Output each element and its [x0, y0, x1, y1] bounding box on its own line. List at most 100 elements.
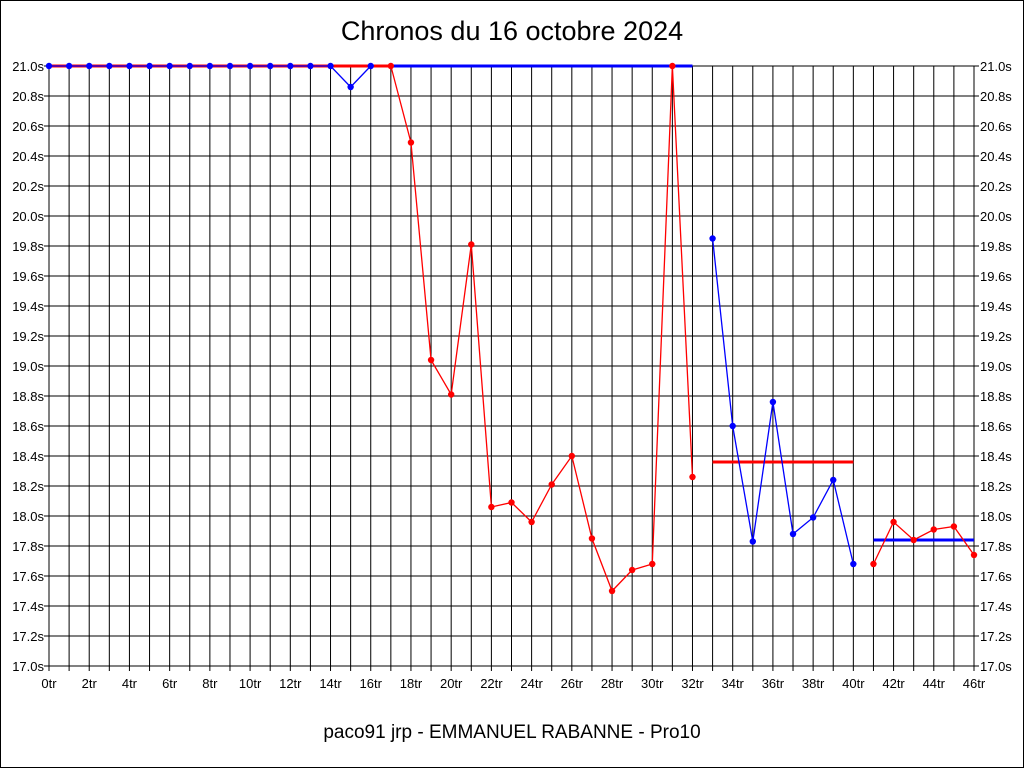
data-point [146, 62, 153, 70]
data-point [769, 398, 777, 406]
data-point [608, 587, 616, 595]
series-line-2 [390, 65, 694, 593]
y-tick-label-left: 18.8s [12, 389, 44, 404]
x-tick-label: 46tr [963, 676, 986, 691]
y-tick-label-left: 17.0s [12, 659, 44, 674]
data-point [407, 139, 415, 146]
data-point [689, 473, 696, 481]
data-point [86, 62, 93, 70]
y-tick-label-left: 18.2s [12, 479, 44, 494]
data-point [206, 62, 214, 70]
x-tick-label: 12tr [279, 676, 302, 691]
y-tick-label-left: 18.4s [12, 449, 44, 464]
y-tick-label-right: 17.8s [980, 539, 1012, 554]
series-line-4 [872, 520, 975, 565]
data-point [488, 503, 495, 511]
x-tick-label: 16tr [360, 676, 383, 691]
x-tick-label: 44tr [923, 676, 946, 691]
data-point [970, 551, 978, 559]
y-tick-label-right: 19.0s [980, 359, 1012, 374]
series-line-3 [711, 238, 854, 565]
y-tick-label-left: 17.4s [12, 599, 44, 614]
x-tick-label: 26tr [561, 676, 584, 691]
y-tick-label-right: 18.6s [980, 419, 1012, 434]
data-point [126, 62, 133, 70]
data-point [367, 62, 374, 70]
x-tick-label: 22tr [480, 676, 503, 691]
data-point [669, 62, 676, 70]
tick-labels: 0tr 2tr 4tr 6tr 8tr 10tr 12tr 14tr 16tr 18tr 20tr 2… [12, 59, 1012, 691]
y-tick-label-right: 20.0s [980, 209, 1012, 224]
y-tick-label-left: 20.4s [12, 149, 44, 164]
data-point [850, 560, 857, 568]
x-tick-label: 24tr [520, 676, 543, 691]
data-point [246, 62, 254, 70]
y-tick-label-left: 19.6s [12, 269, 44, 284]
y-tick-label-right: 17.0s [980, 659, 1012, 674]
grid-layer [48, 65, 975, 667]
y-tick-label-right: 17.2s [980, 629, 1012, 644]
y-tick-label-left: 17.8s [12, 539, 44, 554]
data-point [548, 481, 555, 488]
data-point [468, 241, 475, 248]
data-point [166, 62, 173, 70]
y-tick-label-left: 20.0s [12, 209, 44, 224]
x-tick-label: 40tr [842, 676, 865, 691]
y-tick-label-left: 18.0s [12, 509, 44, 524]
data-point [226, 62, 234, 70]
data-point [347, 83, 354, 91]
data-point [387, 62, 395, 70]
y-tick-label-right: 17.6s [980, 569, 1012, 584]
x-tick-label: 28tr [601, 676, 624, 691]
y-tick-label-right: 19.6s [980, 269, 1012, 284]
y-tick-label-left: 19.4s [12, 299, 44, 314]
x-tick-label: 20tr [440, 676, 463, 691]
y-tick-label-right: 18.8s [980, 389, 1012, 404]
y-tick-label-right: 20.6s [980, 119, 1012, 134]
y-tick-label-right: 17.4s [980, 599, 1012, 614]
data-point [830, 476, 837, 484]
data-point [65, 62, 73, 70]
y-tick-label-left: 19.8s [12, 239, 44, 254]
data-point [809, 514, 817, 521]
y-tick-label-right: 19.8s [980, 239, 1012, 254]
y-tick-label-right: 20.8s [980, 89, 1012, 104]
y-tick-label-right: 19.4s [980, 299, 1012, 314]
data-point [950, 523, 958, 530]
data-point [890, 518, 897, 526]
x-tick-label: 10tr [239, 676, 262, 691]
data-point [729, 422, 736, 430]
x-tick-label: 18tr [400, 676, 423, 691]
data-point [789, 530, 797, 538]
chart-title: Chronos du 16 octobre 2024 [340, 16, 684, 46]
x-tick-label: 4tr [122, 676, 138, 691]
y-tick-label-left: 19.2s [12, 329, 44, 344]
x-tick-label: 6tr [162, 676, 178, 691]
data-point [307, 62, 314, 70]
y-tick-label-right: 21.0s [980, 59, 1012, 74]
x-tick-label: 14tr [319, 676, 342, 691]
chart-footer: paco91 jrp - EMMANUEL RABANNE - Pro10 [323, 722, 701, 743]
series-layer [45, 62, 978, 595]
data-point [327, 62, 334, 70]
y-tick-label-left: 20.8s [12, 89, 44, 104]
y-tick-label-left: 17.2s [12, 629, 44, 644]
data-point [447, 391, 455, 398]
data-point [106, 62, 113, 70]
data-point [709, 235, 716, 242]
x-tick-label: 36tr [762, 676, 785, 691]
data-point [930, 526, 937, 533]
y-tick-label-right: 18.2s [980, 479, 1012, 494]
data-point [588, 535, 596, 542]
x-tick-label: 42tr [882, 676, 905, 691]
y-tick-label-left: 18.6s [12, 419, 44, 434]
x-tick-label: 32tr [681, 676, 704, 691]
y-tick-label-right: 20.4s [980, 149, 1012, 164]
data-point [186, 62, 193, 70]
data-point [508, 499, 515, 506]
x-tick-label: 34tr [721, 676, 744, 691]
data-point [45, 62, 53, 70]
y-tick-label-left: 17.6s [12, 569, 44, 584]
data-point [528, 518, 535, 526]
